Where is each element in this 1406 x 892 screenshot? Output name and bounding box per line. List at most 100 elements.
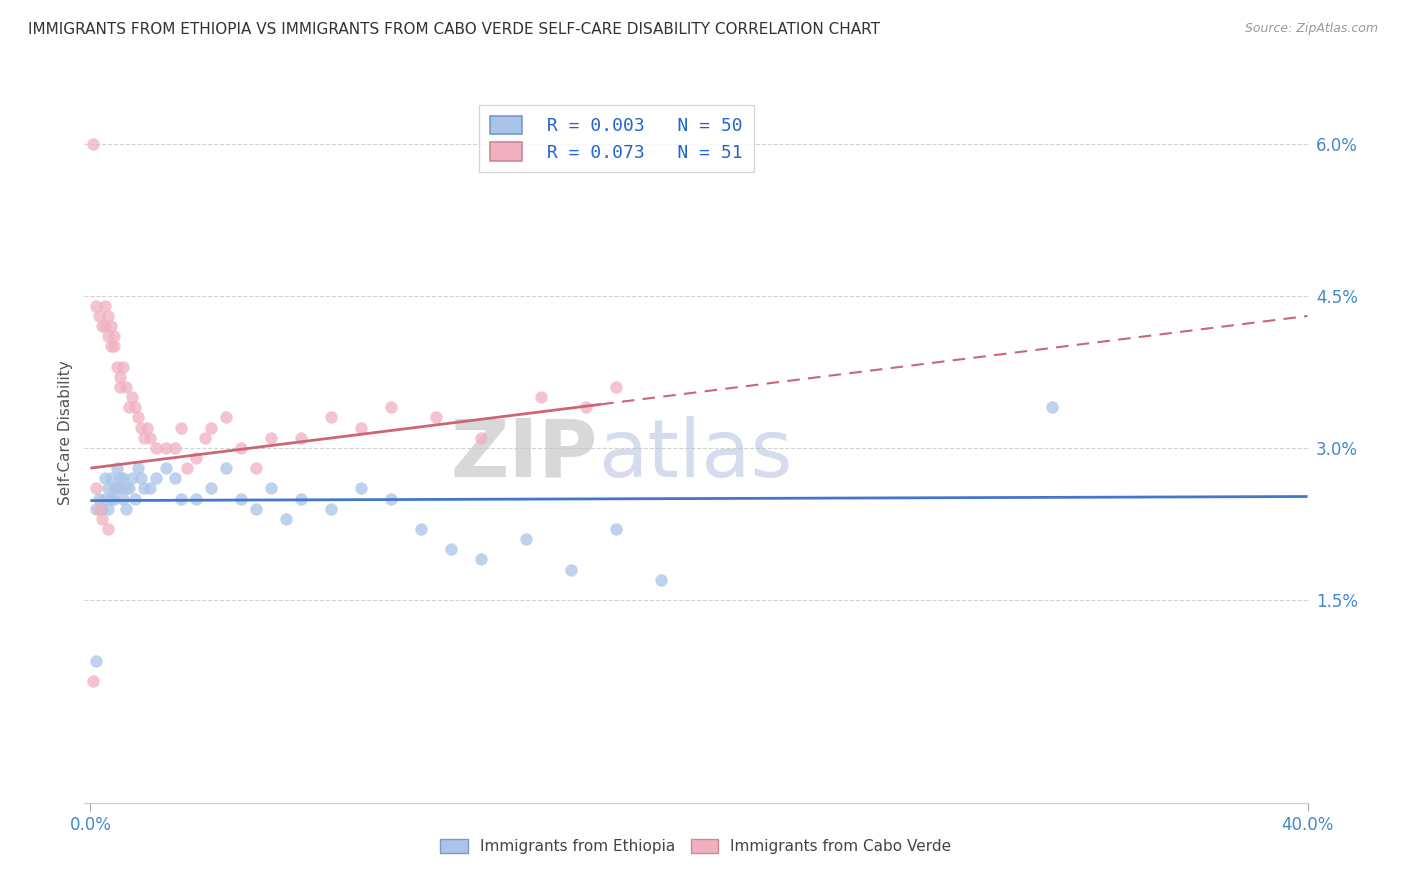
- Point: [86, 501, 108, 516]
- Point: [194, 431, 217, 445]
- Text: ZIP: ZIP: [451, 416, 598, 494]
- Point: [103, 482, 125, 496]
- Point: [103, 329, 125, 343]
- Text: atlas: atlas: [598, 416, 793, 494]
- Point: [86, 482, 108, 496]
- Point: [319, 410, 342, 425]
- Point: [94, 299, 117, 313]
- Point: [124, 401, 146, 415]
- Point: [110, 482, 132, 496]
- Point: [94, 491, 117, 506]
- Point: [260, 431, 283, 445]
- Y-axis label: Self-Care Disability: Self-Care Disability: [58, 360, 73, 505]
- Point: [124, 491, 146, 506]
- Point: [245, 461, 267, 475]
- Point: [110, 471, 132, 485]
- Point: [107, 461, 129, 475]
- Point: [290, 491, 312, 506]
- Point: [260, 482, 283, 496]
- Point: [515, 532, 537, 546]
- Point: [169, 420, 191, 434]
- Point: [91, 501, 114, 516]
- Point: [86, 299, 108, 313]
- Point: [115, 380, 138, 394]
- Point: [200, 420, 222, 434]
- Text: Source: ZipAtlas.com: Source: ZipAtlas.com: [1244, 22, 1378, 36]
- Point: [97, 329, 120, 343]
- Point: [214, 461, 236, 475]
- Point: [94, 319, 117, 334]
- Point: [100, 471, 122, 485]
- Point: [163, 471, 186, 485]
- Point: [118, 482, 141, 496]
- Point: [97, 522, 120, 536]
- Point: [82, 136, 104, 151]
- Point: [118, 401, 141, 415]
- Point: [107, 359, 129, 374]
- Point: [97, 501, 120, 516]
- Point: [163, 441, 186, 455]
- Point: [176, 461, 198, 475]
- Point: [86, 654, 108, 668]
- Point: [380, 491, 402, 506]
- Point: [100, 339, 122, 353]
- Point: [290, 431, 312, 445]
- Point: [440, 542, 463, 557]
- Point: [94, 471, 117, 485]
- Legend: Immigrants from Ethiopia, Immigrants from Cabo Verde: Immigrants from Ethiopia, Immigrants fro…: [433, 831, 959, 862]
- Point: [409, 522, 432, 536]
- Point: [134, 482, 156, 496]
- Point: [115, 501, 138, 516]
- Point: [110, 369, 132, 384]
- Point: [112, 471, 135, 485]
- Text: IMMIGRANTS FROM ETHIOPIA VS IMMIGRANTS FROM CABO VERDE SELF-CARE DISABILITY CORR: IMMIGRANTS FROM ETHIOPIA VS IMMIGRANTS F…: [28, 22, 880, 37]
- Point: [229, 441, 252, 455]
- Point: [470, 431, 492, 445]
- Point: [1040, 401, 1063, 415]
- Point: [155, 461, 177, 475]
- Point: [200, 482, 222, 496]
- Point: [145, 441, 167, 455]
- Point: [245, 501, 267, 516]
- Point: [184, 491, 207, 506]
- Point: [155, 441, 177, 455]
- Point: [145, 471, 167, 485]
- Point: [560, 562, 582, 576]
- Point: [121, 471, 143, 485]
- Point: [229, 491, 252, 506]
- Point: [107, 482, 129, 496]
- Point: [319, 501, 342, 516]
- Point: [103, 339, 125, 353]
- Point: [112, 491, 135, 506]
- Point: [121, 390, 143, 404]
- Point: [136, 420, 159, 434]
- Point: [89, 501, 111, 516]
- Point: [605, 522, 627, 536]
- Point: [530, 390, 553, 404]
- Point: [139, 431, 162, 445]
- Point: [100, 491, 122, 506]
- Point: [380, 401, 402, 415]
- Point: [91, 512, 114, 526]
- Point: [139, 482, 162, 496]
- Point: [350, 482, 373, 496]
- Point: [91, 319, 114, 334]
- Point: [274, 512, 297, 526]
- Point: [97, 309, 120, 323]
- Point: [100, 319, 122, 334]
- Point: [350, 420, 373, 434]
- Point: [184, 450, 207, 465]
- Point: [110, 380, 132, 394]
- Point: [470, 552, 492, 566]
- Point: [89, 491, 111, 506]
- Point: [169, 491, 191, 506]
- Point: [425, 410, 447, 425]
- Point: [127, 410, 149, 425]
- Point: [115, 482, 138, 496]
- Point: [131, 420, 153, 434]
- Point: [575, 401, 598, 415]
- Point: [214, 410, 236, 425]
- Point: [131, 471, 153, 485]
- Point: [650, 573, 672, 587]
- Point: [103, 491, 125, 506]
